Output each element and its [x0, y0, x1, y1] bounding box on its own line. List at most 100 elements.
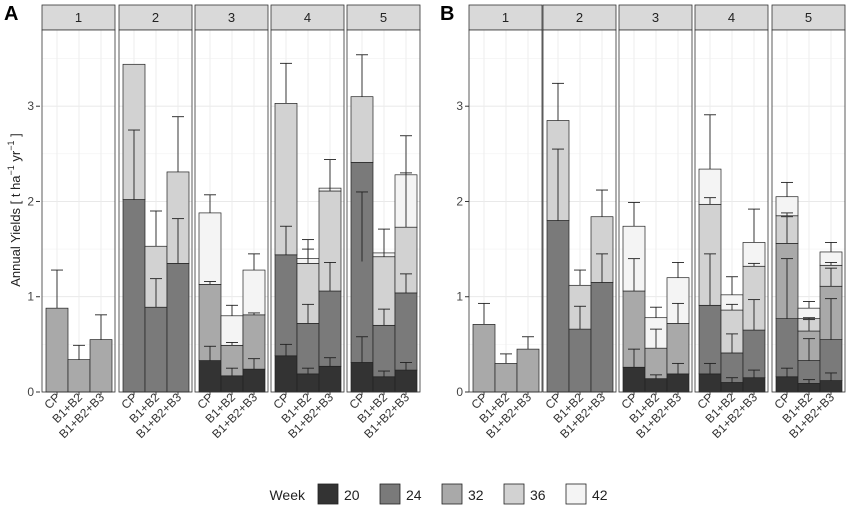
y-tick-label: 3 — [456, 99, 463, 113]
facet-border — [194, 29, 269, 393]
bar-cp — [45, 269, 69, 393]
legend-label-week-24: 24 — [406, 487, 422, 503]
y-axis-title: Annual Yields [ t ha−1 yr−1 ] — [6, 133, 23, 287]
facet-strip — [542, 4, 617, 31]
bar-b1-b2-b3 — [318, 159, 342, 393]
bar-segment-week-24 — [166, 263, 190, 393]
bar-segment-week-20 — [644, 378, 668, 393]
bar-segment-week-24 — [122, 199, 146, 393]
bar-segment-week-24 — [590, 282, 614, 393]
facet-label: 2 — [576, 10, 583, 25]
bar-cp — [775, 181, 799, 393]
bar-segment-week-20 — [666, 373, 690, 393]
panel-a: A 0 1 2 3 1CPB1+B2B1+B2+B32CPB1+B2B1+B2+B33CP… — [4, 3, 421, 441]
bar-b1-b2-b3 — [819, 241, 843, 393]
bar-segment-week-42 — [742, 242, 766, 267]
bar-segment-week-20 — [797, 383, 821, 393]
bar-cp — [198, 194, 222, 393]
bar-segment-week-42 — [242, 269, 266, 316]
bar-segment-week-42 — [198, 212, 222, 285]
bar-segment-week-20 — [296, 373, 320, 393]
facet-strip — [41, 4, 116, 31]
bar-b1-b2 — [568, 269, 592, 393]
facet-border — [270, 29, 345, 393]
y-tick-label: 2 — [456, 194, 463, 208]
facet-label: 5 — [805, 10, 812, 25]
panel-b: B 0 1 2 3 1CPB1+B2B1+B2+B32CPB1+B2B1+B2+B33CP… — [440, 3, 846, 441]
bar-b1-b2 — [220, 304, 244, 393]
y-tick-label: 0 — [27, 385, 34, 399]
bar-b1-b2 — [644, 306, 668, 393]
bar-b1-b2-b3 — [590, 189, 614, 393]
bar-cp — [274, 62, 298, 393]
bar-segment-week-20 — [318, 365, 342, 393]
bar-b1-b2-b3 — [666, 261, 690, 393]
y-tick-label: 2 — [27, 194, 34, 208]
facet-label: 3 — [228, 10, 235, 25]
y-tick-label: 0 — [456, 385, 463, 399]
bar-cp — [122, 63, 146, 393]
facet-label: 5 — [380, 10, 387, 25]
bar-segment-week-20 — [350, 362, 374, 393]
facet-label: 4 — [728, 10, 735, 25]
bar-b1-b2-b3 — [166, 116, 190, 393]
facet-label: 3 — [652, 10, 659, 25]
y-axis-superscript-1: −1 — [6, 165, 16, 175]
bar-segment-week-32 — [472, 324, 496, 393]
bar-segment-week-24 — [372, 324, 396, 378]
bar-segment-week-20 — [394, 369, 418, 393]
y-tick-label: 1 — [27, 290, 34, 304]
bar-segment-week-20 — [220, 375, 244, 393]
bar-segment-week-42 — [797, 307, 821, 319]
bar-b1-b2 — [144, 210, 168, 393]
facet-label: 2 — [152, 10, 159, 25]
legend-label-week-32: 32 — [468, 487, 484, 503]
facet-label: 4 — [304, 10, 311, 25]
bar-segment-week-32 — [516, 348, 540, 393]
legend-swatch-week-20 — [317, 483, 339, 505]
bar-b1-b2 — [372, 228, 396, 393]
facet-border — [468, 29, 543, 393]
bar-segment-week-24 — [394, 292, 418, 371]
legend-label-week-36: 36 — [530, 487, 546, 503]
panel-label-a: A — [4, 3, 18, 25]
bar-b1-b2-b3 — [242, 253, 266, 393]
bar-segment-week-42 — [220, 315, 244, 346]
panels-container: A01231CPB1+B2B1+B2+B32CPB1+B2B1+B2+B33CP… — [4, 3, 846, 441]
facet-strip — [618, 4, 693, 31]
bar-cp — [622, 201, 646, 393]
y-axis-superscript-2: −1 — [6, 140, 16, 150]
bar-b1-b2 — [797, 301, 821, 393]
facet-strip — [346, 4, 421, 31]
facet-border — [618, 29, 693, 393]
bar-segment-week-20 — [775, 376, 799, 393]
legend: Week 20 24 32 36 42 — [269, 483, 608, 505]
bar-cp — [698, 114, 722, 393]
bar-segment-week-20 — [819, 380, 843, 393]
panel-label-b: B — [440, 3, 454, 25]
bar-segment-week-24 — [318, 290, 342, 367]
bar-b1-b2-b3 — [742, 208, 766, 393]
bar-segment-week-32 — [89, 339, 113, 393]
bar-segment-week-20 — [742, 377, 766, 393]
legend-swatch-week-32 — [441, 483, 463, 505]
facet-border — [542, 29, 617, 393]
bar-segment-week-20 — [720, 382, 744, 393]
bar-segment-week-24 — [296, 323, 320, 375]
bar-segment-week-36 — [350, 96, 374, 163]
legend-swatch-week-42 — [565, 483, 587, 505]
legend-label-week-42: 42 — [592, 487, 608, 503]
facet-strip — [694, 4, 769, 31]
bar-segment-week-32 — [644, 347, 668, 380]
legend-keys: 20 24 32 36 42 — [317, 483, 608, 505]
facet-border — [694, 29, 769, 393]
facet-border — [41, 29, 116, 393]
